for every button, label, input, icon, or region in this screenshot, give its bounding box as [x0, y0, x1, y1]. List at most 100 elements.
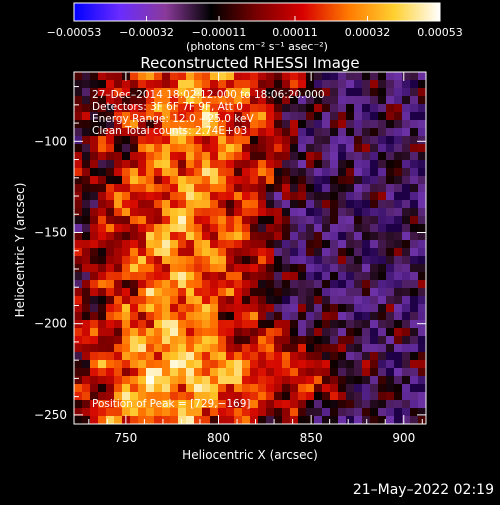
heatmap-cell — [394, 152, 403, 161]
heatmap-cell — [154, 248, 163, 257]
heatmap-cell — [106, 264, 115, 273]
heatmap-cell — [362, 392, 371, 401]
heatmap-cell — [74, 400, 83, 409]
heatmap-cell — [114, 88, 123, 97]
heatmap-cell — [106, 320, 115, 329]
heatmap-cell — [394, 360, 403, 369]
heatmap-cell — [290, 360, 299, 369]
heatmap-cell — [330, 336, 339, 345]
heatmap-cell — [82, 408, 91, 417]
heatmap-cell — [282, 120, 291, 129]
heatmap-cell — [170, 368, 179, 377]
heatmap-cell — [210, 344, 219, 353]
heatmap-cell — [290, 80, 299, 89]
heatmap-cell — [330, 96, 339, 105]
heatmap-cell — [298, 216, 307, 225]
heatmap-cell — [114, 360, 123, 369]
heatmap-cell — [210, 72, 219, 81]
heatmap-cell — [282, 200, 291, 209]
heatmap-cell — [218, 240, 227, 249]
info-line: Energy Range: 12.0 – 25.0 keV — [92, 113, 254, 125]
heatmap-cell — [266, 208, 275, 217]
heatmap-cell — [130, 344, 139, 353]
heatmap-cell — [330, 344, 339, 353]
heatmap-cell — [170, 296, 179, 305]
heatmap-cell — [194, 208, 203, 217]
heatmap-cell — [250, 336, 259, 345]
heatmap-cell — [82, 104, 91, 113]
heatmap-cell — [226, 232, 235, 241]
heatmap-cell — [202, 248, 211, 257]
heatmap-cell — [154, 416, 163, 424]
heatmap-cell — [274, 208, 283, 217]
heatmap-cell — [98, 344, 107, 353]
heatmap-cell — [378, 136, 387, 145]
heatmap-cell — [226, 72, 235, 81]
heatmap-cell — [154, 368, 163, 377]
heatmap-cell — [274, 224, 283, 233]
heatmap-cell — [394, 144, 403, 153]
heatmap-cell — [378, 176, 387, 185]
heatmap-cell — [218, 208, 227, 217]
heatmap-cell — [242, 248, 251, 257]
heatmap-cell — [90, 208, 99, 217]
heatmap-cell — [162, 184, 171, 193]
heatmap-cell — [250, 264, 259, 273]
heatmap-cell — [106, 160, 115, 169]
heatmap-cell — [354, 120, 363, 129]
heatmap-cell — [122, 376, 131, 385]
heatmap-cell — [226, 184, 235, 193]
observation-info: 27–Dec–2014 18:02:12.000 to 18:06:20.000… — [92, 89, 325, 137]
heatmap-cell — [330, 408, 339, 417]
heatmap-cell — [242, 416, 251, 424]
heatmap-cell — [138, 408, 147, 417]
heatmap-cell — [218, 192, 227, 201]
heatmap-cell — [202, 344, 211, 353]
heatmap-cell — [354, 376, 363, 385]
heatmap-cell — [266, 168, 275, 177]
heatmap-cell — [210, 144, 219, 153]
heatmap-cell — [130, 400, 139, 409]
heatmap-cell — [306, 88, 315, 97]
heatmap-cell — [154, 384, 163, 393]
heatmap-cell — [226, 392, 235, 401]
heatmap-cell — [370, 384, 379, 393]
heatmap-cell — [250, 280, 259, 289]
heatmap-cell — [162, 80, 171, 89]
heatmap-cell — [194, 360, 203, 369]
heatmap-cell — [354, 128, 363, 137]
heatmap-cell — [130, 240, 139, 249]
heatmap-cell — [370, 272, 379, 281]
heatmap-cell — [74, 240, 83, 249]
heatmap-cell — [410, 304, 419, 313]
heatmap-cell — [322, 144, 331, 153]
heatmap-cell — [370, 296, 379, 305]
heatmap-cell — [146, 384, 155, 393]
heatmap-cell — [258, 120, 267, 129]
heatmap-cell — [298, 248, 307, 257]
heatmap-cell — [370, 120, 379, 129]
heatmap-cell — [162, 240, 171, 249]
heatmap-cell — [178, 120, 187, 129]
heatmap-cell — [146, 152, 155, 161]
heatmap-cell — [354, 272, 363, 281]
heatmap-cell — [170, 208, 179, 217]
heatmap-cell — [90, 360, 99, 369]
heatmap-cell — [106, 80, 115, 89]
heatmap-cell — [122, 248, 131, 257]
heatmap-cell — [354, 336, 363, 345]
heatmap-cell — [274, 120, 283, 129]
heatmap-cell — [194, 280, 203, 289]
heatmap-cell — [394, 112, 403, 121]
heatmap-cell — [130, 256, 139, 265]
heatmap-cell — [386, 232, 395, 241]
heatmap-cell — [322, 344, 331, 353]
heatmap-cell — [274, 160, 283, 169]
heatmap-cell — [130, 304, 139, 313]
heatmap-cell — [402, 80, 411, 89]
heatmap-cell — [98, 240, 107, 249]
heatmap-cell — [226, 368, 235, 377]
heatmap-cell — [258, 400, 267, 409]
heatmap-cell — [250, 312, 259, 321]
heatmap-cell — [402, 240, 411, 249]
